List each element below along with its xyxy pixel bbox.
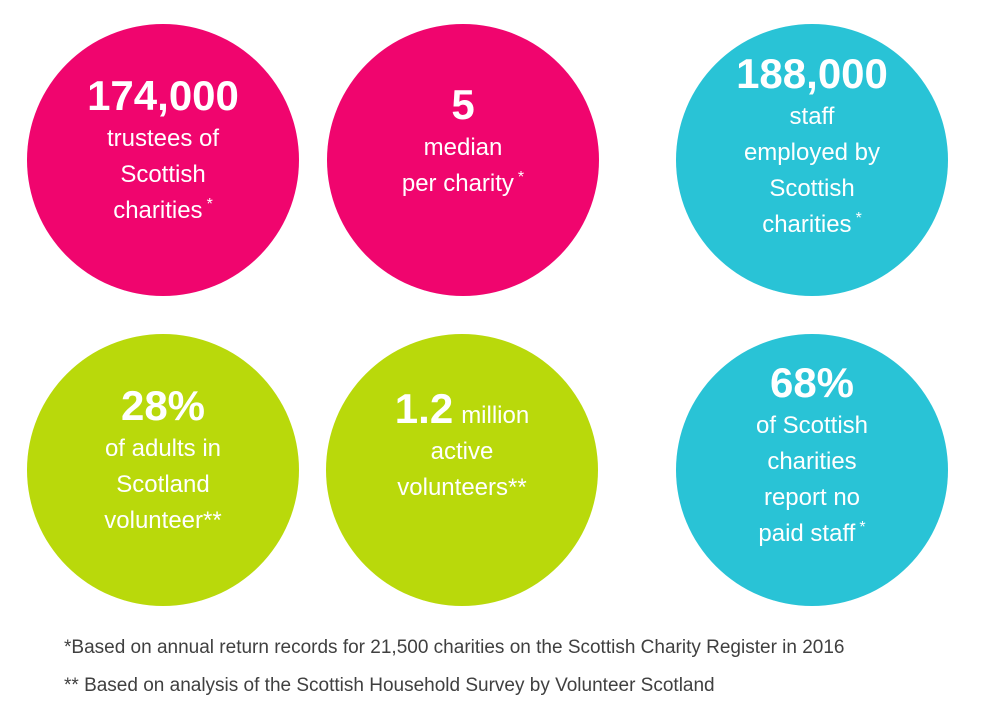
stat-label-line: volunteers** bbox=[397, 470, 526, 506]
footnote-household-survey: ** Based on analysis of the Scottish Hou… bbox=[64, 675, 715, 697]
stat-figure: 68% bbox=[770, 358, 854, 408]
stat-circle-median-trustees: 5 median per charity * bbox=[327, 24, 599, 296]
stat-label-line: volunteer** bbox=[104, 503, 221, 539]
stat-figure: 174,000 bbox=[87, 71, 239, 121]
stat-circle-no-paid-staff: 68% of Scottish charities report no paid… bbox=[676, 334, 948, 606]
footnote-marker: * bbox=[859, 519, 865, 536]
footnote-marker: * bbox=[518, 169, 524, 186]
stat-label-line: employed by bbox=[744, 135, 880, 171]
stat-label-line: Scottish bbox=[769, 171, 854, 207]
stat-label-line: trustees of bbox=[107, 121, 219, 157]
stat-label-line: charities bbox=[762, 211, 851, 238]
stat-circle-adult-volunteers: 28% of adults in Scotland volunteer** bbox=[27, 334, 299, 606]
stat-label-line: of adults in bbox=[105, 431, 221, 467]
footnote-marker: * bbox=[856, 210, 862, 227]
stat-label-line: per charity bbox=[402, 170, 514, 197]
stat-label-line: Scottish bbox=[120, 157, 205, 193]
stat-label-line: median bbox=[424, 130, 503, 166]
stat-figure: 28% bbox=[121, 381, 205, 431]
stat-figure: 1.2 bbox=[395, 385, 453, 432]
footnote-marker: * bbox=[207, 196, 213, 213]
stat-figure-unit: million bbox=[461, 402, 529, 429]
stat-label-line: charities bbox=[767, 444, 856, 480]
stat-circle-staff: 188,000 staff employed by Scottish chari… bbox=[676, 24, 948, 296]
stat-figure: 5 bbox=[451, 80, 474, 130]
stat-figure: 188,000 bbox=[736, 49, 888, 99]
footnote-annual-return: *Based on annual return records for 21,5… bbox=[64, 637, 845, 659]
stat-label-line: active bbox=[431, 434, 494, 470]
stat-label-line: paid staff bbox=[758, 520, 855, 547]
stat-label-line: of Scottish bbox=[756, 408, 868, 444]
stat-circle-active-volunteers: 1.2 million active volunteers** bbox=[326, 334, 598, 606]
stat-label-line: report no bbox=[764, 480, 860, 516]
stat-label-line: charities bbox=[113, 197, 202, 224]
stat-label-line: Scotland bbox=[116, 467, 209, 503]
stat-circle-trustees: 174,000 trustees of Scottish charities * bbox=[27, 24, 299, 296]
stat-label-line: staff bbox=[790, 99, 835, 135]
